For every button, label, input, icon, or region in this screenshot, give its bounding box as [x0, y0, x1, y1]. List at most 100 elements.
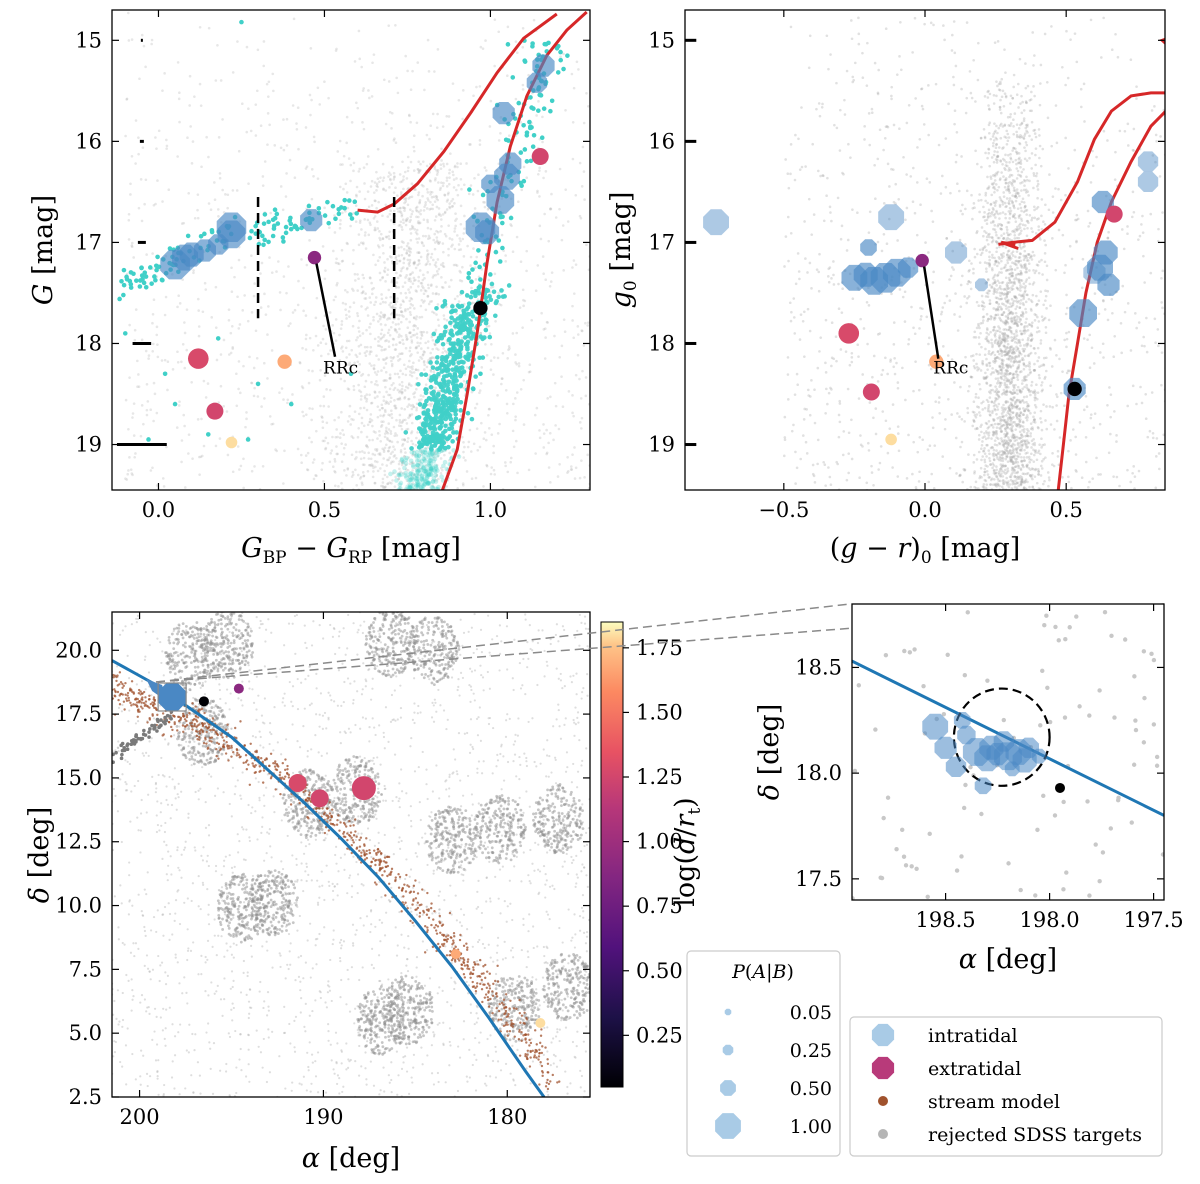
- field-star: [342, 453, 346, 456]
- field-star: [362, 290, 365, 293]
- gaia-member: [465, 410, 471, 416]
- field-star: [968, 268, 971, 272]
- field-star: [492, 444, 495, 448]
- field-star: [363, 451, 366, 455]
- gaia-member: [428, 360, 433, 365]
- field-star: [435, 197, 438, 200]
- field-star: [393, 329, 397, 332]
- field-star: [859, 434, 862, 437]
- field-star: [178, 120, 181, 124]
- field-star: [408, 349, 412, 353]
- field-star: [1121, 284, 1125, 288]
- field-star: [125, 98, 129, 101]
- field-star: [1042, 220, 1045, 224]
- field-star: [425, 164, 429, 168]
- field-star: [519, 120, 523, 124]
- field-star: [422, 184, 425, 188]
- field-star: [391, 321, 395, 324]
- field-star: [1028, 368, 1032, 371]
- field-star: [1010, 252, 1013, 255]
- field-star: [351, 473, 355, 477]
- field-star: [542, 176, 545, 180]
- field-star: [993, 316, 996, 319]
- field-star: [285, 172, 288, 175]
- field-star: [436, 112, 439, 116]
- field-star: [1067, 167, 1070, 170]
- field-star: [414, 368, 418, 371]
- field-star: [464, 385, 468, 388]
- field-star: [408, 264, 411, 267]
- field-star: [1022, 293, 1025, 296]
- field-star: [432, 258, 435, 262]
- field-star: [319, 404, 322, 408]
- field-star: [399, 274, 402, 278]
- field-star: [445, 351, 449, 354]
- field-star: [544, 278, 548, 282]
- field-star: [845, 69, 849, 73]
- field-star: [415, 436, 418, 440]
- field-star: [407, 474, 410, 478]
- field-star: [997, 491, 1000, 494]
- field-star: [386, 475, 389, 479]
- field-star: [337, 262, 341, 266]
- field-star: [217, 136, 221, 139]
- field-star: [885, 242, 889, 246]
- field-star: [1063, 271, 1066, 275]
- field-star: [429, 124, 433, 128]
- field-star: [299, 453, 303, 457]
- field-star: [996, 397, 999, 401]
- gaia-member: [524, 130, 530, 135]
- field-star: [421, 234, 425, 238]
- field-star: [462, 379, 466, 383]
- field-star: [509, 223, 512, 226]
- field-star: [401, 438, 404, 441]
- field-star: [480, 421, 483, 425]
- field-star: [430, 402, 434, 406]
- field-star: [403, 491, 406, 494]
- field-star: [1025, 343, 1028, 346]
- field-star: [1045, 405, 1048, 408]
- field-star: [889, 360, 892, 363]
- gaia-member: [414, 458, 420, 464]
- field-star: [1002, 480, 1005, 483]
- field-star: [479, 331, 483, 335]
- field-star: [379, 278, 382, 282]
- field-star: [423, 205, 426, 209]
- field-star: [490, 433, 494, 436]
- field-star: [1003, 381, 1007, 385]
- field-star: [455, 188, 458, 192]
- field-star: [892, 365, 896, 369]
- field-star: [1036, 326, 1040, 330]
- field-star: [516, 51, 519, 55]
- field-star: [1065, 306, 1069, 310]
- field-star: [985, 235, 989, 239]
- field-star: [841, 287, 844, 290]
- field-star: [566, 220, 570, 223]
- field-star: [311, 461, 315, 464]
- field-star: [325, 388, 328, 391]
- field-star: [937, 401, 941, 404]
- field-star: [322, 395, 326, 398]
- field-star: [402, 315, 405, 318]
- field-star: [282, 398, 285, 401]
- field-star: [1016, 481, 1020, 485]
- field-star: [990, 236, 994, 239]
- field-star: [841, 453, 845, 457]
- field-star: [140, 404, 144, 407]
- field-star: [356, 106, 360, 110]
- field-star: [323, 277, 327, 281]
- field-star: [997, 126, 1001, 130]
- field-star: [1020, 433, 1023, 436]
- field-star: [387, 175, 390, 178]
- gaia-member: [446, 444, 451, 450]
- field-star: [1009, 326, 1013, 330]
- field-star: [953, 51, 957, 55]
- field-star: [293, 308, 297, 312]
- field-star: [799, 313, 803, 316]
- field-star: [1013, 213, 1016, 216]
- field-star: [1020, 332, 1023, 335]
- field-star: [333, 484, 337, 488]
- field-star: [155, 325, 159, 329]
- field-star: [300, 385, 304, 388]
- field-star: [974, 392, 978, 396]
